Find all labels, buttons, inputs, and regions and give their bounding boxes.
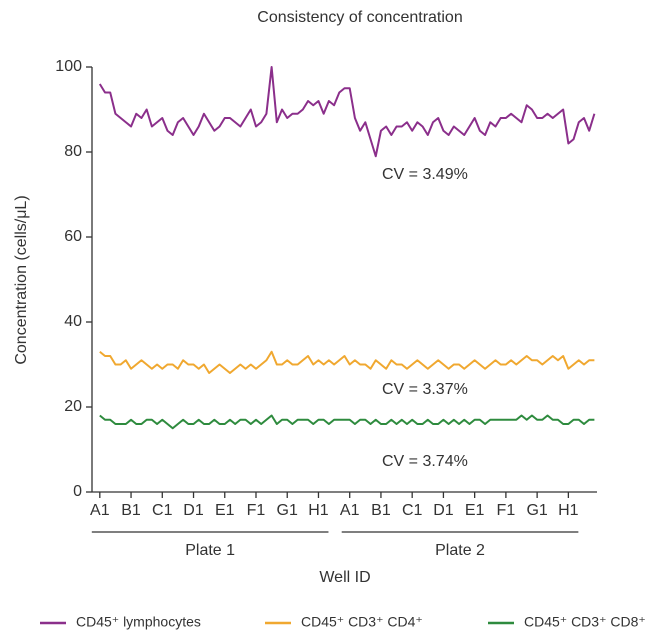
y-tick-label: 40 xyxy=(64,313,82,330)
x-tick-label: G1 xyxy=(526,502,547,519)
x-tick-label: H1 xyxy=(558,502,579,519)
x-tick-label: A1 xyxy=(340,502,360,519)
chart-title: Consistency of concentration xyxy=(257,9,462,26)
x-tick-label: B1 xyxy=(371,502,391,519)
x-tick-label: H1 xyxy=(308,502,329,519)
x-axis-label: Well ID xyxy=(319,569,370,586)
x-tick-label: C1 xyxy=(402,502,423,519)
annotation: CV = 3.74% xyxy=(382,453,468,470)
x-tick-label: D1 xyxy=(433,502,454,519)
y-tick-label: 0 xyxy=(73,483,82,500)
legend-label: CD45⁺ CD3⁺ CD8⁺ xyxy=(524,614,646,630)
y-tick-label: 60 xyxy=(64,228,82,245)
y-tick-label: 80 xyxy=(64,143,82,160)
legend-label: CD45⁺ CD3⁺ CD4⁺ xyxy=(301,614,423,630)
annotation: CV = 3.37% xyxy=(382,381,468,398)
x-tick-label: B1 xyxy=(121,502,141,519)
legend-label: CD45⁺ lymphocytes xyxy=(76,614,201,630)
x-tick-label: C1 xyxy=(152,502,173,519)
x-tick-label: F1 xyxy=(247,502,266,519)
series-line xyxy=(99,414,595,430)
group-label: Plate 2 xyxy=(435,542,485,559)
x-tick-label: D1 xyxy=(183,502,204,519)
y-axis-label: Concentration (cells/μL) xyxy=(13,195,30,364)
series-line xyxy=(99,350,595,374)
x-tick-label: E1 xyxy=(215,502,235,519)
x-tick-label: G1 xyxy=(277,502,298,519)
annotation: CV = 3.49% xyxy=(382,166,468,183)
y-tick-label: 20 xyxy=(64,398,82,415)
x-tick-label: F1 xyxy=(497,502,516,519)
x-tick-label: E1 xyxy=(465,502,485,519)
series-line xyxy=(98,66,596,158)
y-tick-label: 100 xyxy=(55,58,82,75)
group-label: Plate 1 xyxy=(185,542,235,559)
x-tick-label: A1 xyxy=(90,502,110,519)
